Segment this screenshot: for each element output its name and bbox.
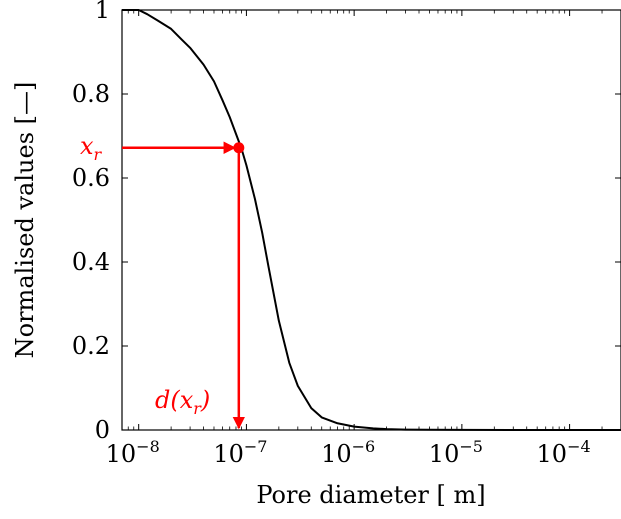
x-tick-label-exponent: −8 — [136, 437, 160, 456]
plot-area — [121, 9, 621, 431]
y-tick-label: 1 — [95, 0, 110, 24]
x-tick-label-exponent: −5 — [459, 437, 483, 456]
annotation-layer: xr d(xr) — [80, 132, 246, 430]
x-tick-label-exponent: −7 — [244, 437, 268, 456]
x-tick-label: 10−6 — [321, 437, 375, 468]
intersection-point — [233, 142, 245, 154]
y-tick-label: 0.2 — [72, 332, 110, 360]
annotation-x-label-sub: r — [193, 399, 202, 418]
series-line — [122, 9, 621, 431]
annotation-y-label: xr — [80, 132, 103, 164]
annotation-y-label-sub: r — [94, 145, 103, 164]
y-tick-label: 0.4 — [72, 248, 110, 276]
annotation-x-label-close: ) — [200, 386, 210, 414]
y-axis-label: Normalised values [—] — [11, 82, 39, 359]
ticks — [121, 9, 621, 431]
x-tick-label: 10−5 — [429, 437, 483, 468]
y-tick-label: 0.8 — [72, 80, 110, 108]
x-tick-label: 10−8 — [106, 437, 160, 468]
annotation-x-label: d(xr) — [155, 386, 210, 418]
y-tick-label: 0 — [95, 416, 110, 444]
x-tick-label-exponent: −6 — [352, 437, 376, 456]
tick-labels: 10−8 10−7 10−6 10−5 10−4 0 0.2 0.4 0.6 0.8 1 — [72, 0, 591, 468]
plot-frame — [121, 9, 621, 431]
x-axis-label: Pore diameter [ m] — [256, 481, 485, 509]
series-layer — [122, 9, 621, 431]
x-tick-label: 10−4 — [537, 437, 591, 468]
x-tick-label-exponent: −4 — [567, 437, 591, 456]
y-tick-label: 0.6 — [72, 164, 110, 192]
x-tick-label: 10−7 — [213, 437, 267, 468]
